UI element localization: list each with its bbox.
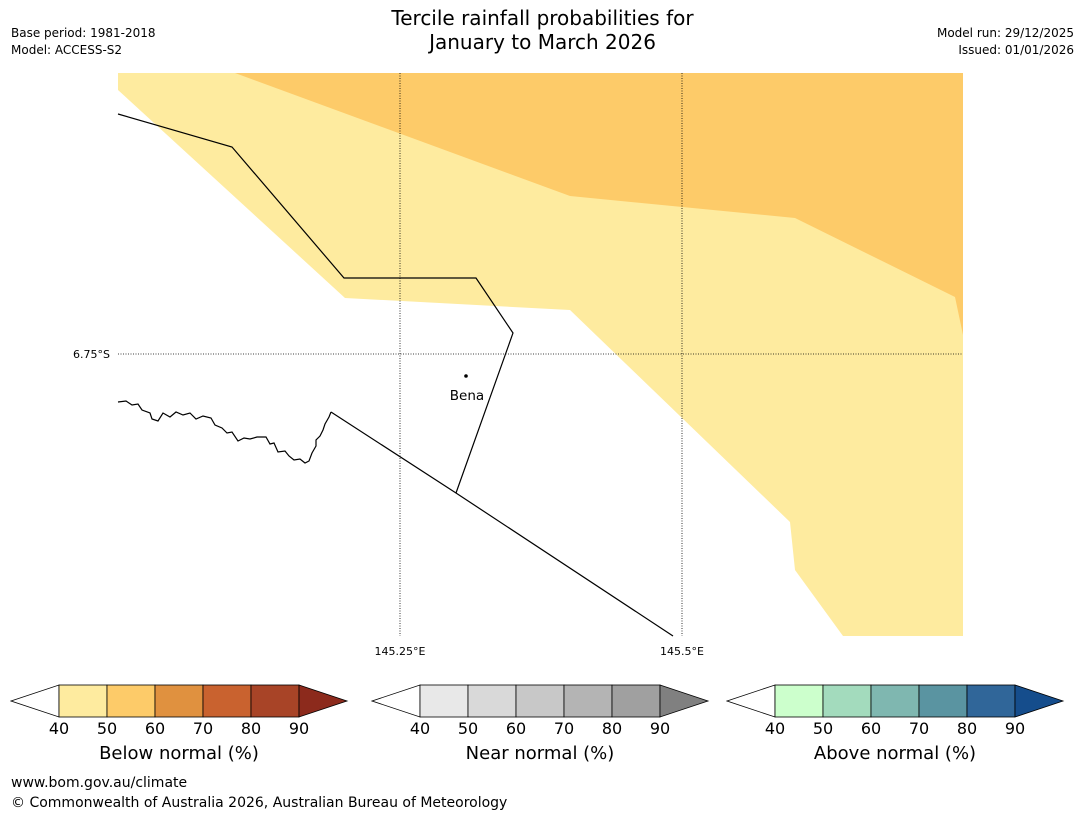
- colorbar-segment: [419, 684, 469, 718]
- colorbar-graphic: [10, 684, 349, 718]
- title-line-2: January to March 2026: [429, 30, 656, 54]
- colorbar-tick-label: 40: [48, 719, 70, 738]
- colorbar-over-triangle: [298, 684, 349, 718]
- model-run: Model run: 29/12/2025: [936, 26, 1074, 40]
- footer-url[interactable]: www.bom.gov.au/climate: [11, 775, 188, 791]
- colorbar-tick-label: 90: [649, 719, 671, 738]
- colorbar-under-triangle: [371, 684, 421, 718]
- colorbar-tick-label: 80: [956, 719, 978, 738]
- title-line-1: Tercile rainfall probabilities for: [391, 6, 694, 30]
- colorbar-above-normal: 40 50 60 70 80 90 Above normal (%): [726, 684, 1066, 764]
- colorbar-over-triangle: [659, 684, 710, 718]
- colorbar-segment: [467, 684, 517, 718]
- town-marker: [464, 374, 468, 378]
- colorbar-title: Above normal (%): [813, 743, 977, 764]
- colorbar-tick-label: 70: [192, 719, 214, 738]
- colorbar-tick-label: 50: [812, 719, 834, 738]
- latitude-label: 6.75°S: [73, 348, 110, 361]
- colorbar-tick-label: 60: [860, 719, 882, 738]
- colorbar-segment: [822, 684, 872, 718]
- colorbar-graphic: [726, 684, 1065, 718]
- chart-title: Tercile rainfall probabilities for Janua…: [0, 6, 1085, 54]
- colorbar-tick-label: 90: [1004, 719, 1026, 738]
- colorbar-near-normal: 40 50 60 70 80 90 Near normal (%): [371, 684, 711, 764]
- colorbar-tick-label: 90: [288, 719, 310, 738]
- colorbar-under-triangle: [726, 684, 776, 718]
- model-name: Model: ACCESS-S2: [11, 43, 123, 57]
- colorbar-title: Below normal (%): [99, 743, 259, 764]
- base-period: Base period: 1981-2018: [11, 26, 156, 40]
- colorbar-tick-label: 60: [144, 719, 166, 738]
- colorbar-tick-label: 70: [553, 719, 575, 738]
- colorbar-segment: [154, 684, 204, 718]
- colorbar-tick-label: 60: [505, 719, 527, 738]
- meta-right: Model run: 29/12/2025 Issued: 01/01/2026: [937, 25, 1074, 59]
- colorbar-segment: [870, 684, 920, 718]
- colorbar-segment: [774, 684, 824, 718]
- longitude-label-2: 145.5°E: [660, 645, 704, 658]
- colorbar-tick-label: 40: [409, 719, 431, 738]
- colorbar-segment: [106, 684, 156, 718]
- colorbar-segment: [250, 684, 300, 718]
- meta-left: Base period: 1981-2018 Model: ACCESS-S2: [11, 25, 156, 59]
- forecast-map: Bena 6.75°S 145.25°E 145.5°E: [73, 73, 963, 658]
- colorbar-tick-label: 50: [96, 719, 118, 738]
- town-label: Bena: [450, 388, 484, 404]
- below-normal-50-60-zone: [235, 73, 963, 335]
- coastline: [117, 400, 332, 464]
- colorbar-segment: [202, 684, 252, 718]
- colorbar-under-triangle: [10, 684, 60, 718]
- colorbar-graphic: [371, 684, 710, 718]
- colorbar-tick-label: 80: [601, 719, 623, 738]
- colorbar-segment: [918, 684, 968, 718]
- colorbar-below-normal: 40 50 60 70 80 90 Below normal (%): [10, 684, 350, 764]
- colorbar-title: Near normal (%): [465, 743, 615, 764]
- colorbar-segment: [611, 684, 661, 718]
- colorbar-tick-label: 70: [908, 719, 930, 738]
- colorbar-segment: [563, 684, 613, 718]
- colorbar-over-triangle: [1014, 684, 1065, 718]
- colorbar-tick-label: 80: [240, 719, 262, 738]
- colorbar-tick-label: 40: [764, 719, 786, 738]
- district-boundary-south: [330, 411, 674, 637]
- colorbar-segment: [966, 684, 1016, 718]
- longitude-label-1: 145.25°E: [375, 645, 426, 658]
- colorbar-tick-label: 50: [457, 719, 479, 738]
- colorbar-segment: [515, 684, 565, 718]
- district-boundary-north: [117, 113, 514, 494]
- issued-date: Issued: 01/01/2026: [958, 43, 1074, 57]
- footer-copyright: © Commonwealth of Australia 2026, Austra…: [11, 795, 508, 811]
- colorbar-segment: [58, 684, 108, 718]
